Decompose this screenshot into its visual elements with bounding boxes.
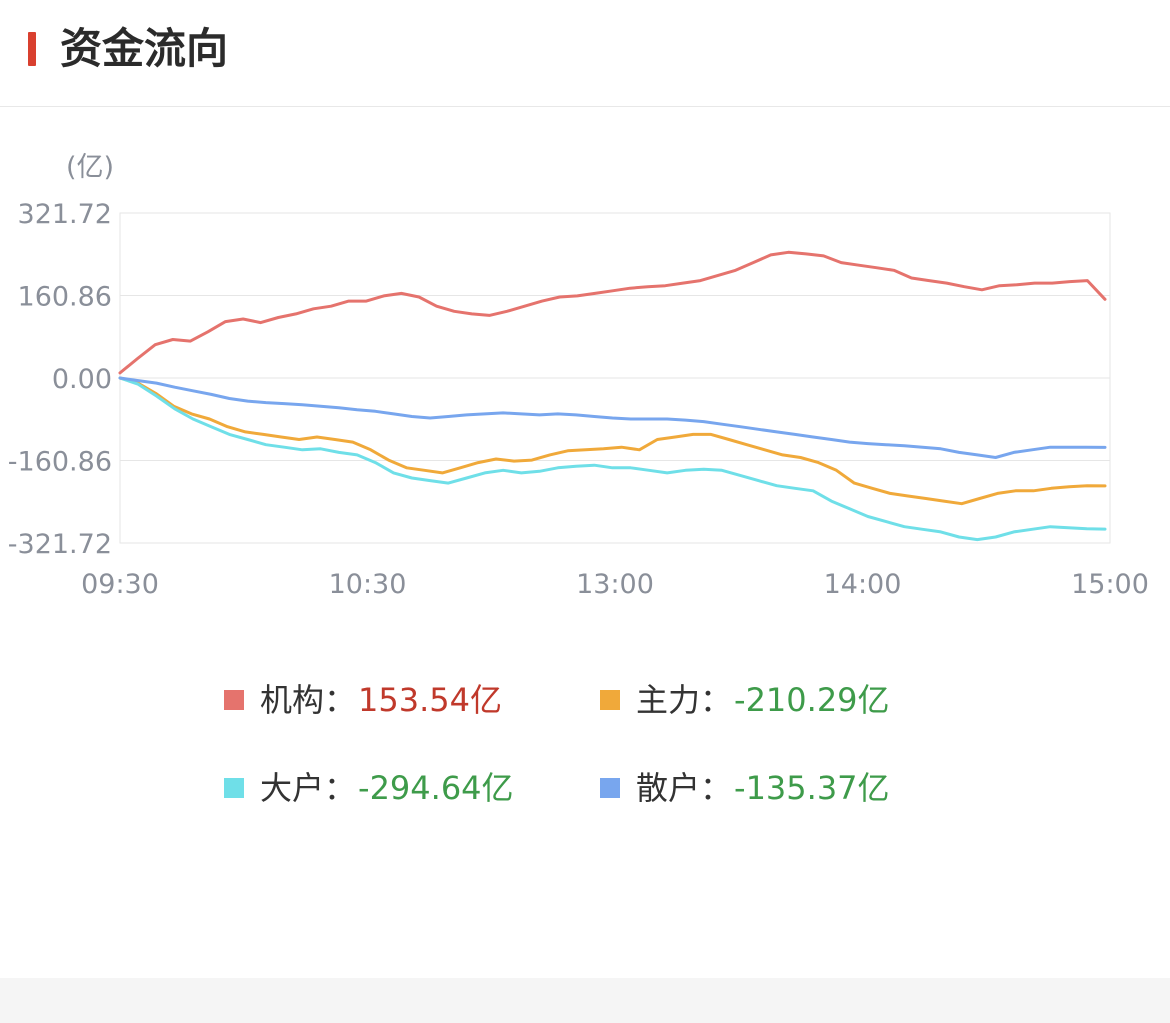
legend-label: 散户：	[636, 769, 733, 807]
legend-label: 主力：	[636, 681, 733, 719]
legend-item-institution: 机构： 153.54亿	[224, 680, 502, 720]
series-line-3	[118, 376, 1107, 459]
series-line-1	[118, 376, 1107, 506]
x-tick-label: 09:30	[81, 569, 159, 600]
legend-value: -294.64亿	[358, 769, 514, 807]
legend-swatch	[224, 690, 244, 710]
x-tick-label: 10:30	[329, 569, 407, 600]
y-unit-label: (亿)	[66, 152, 114, 183]
legend-swatch	[600, 690, 620, 710]
series-line-0	[118, 250, 1107, 375]
legend-label: 机构：	[260, 681, 357, 719]
legend-value: 153.54亿	[358, 681, 502, 719]
legend-item-large-holder: 大户： -294.64亿	[224, 768, 514, 808]
legend-swatch	[224, 778, 244, 798]
y-tick-label: 321.72	[18, 199, 112, 230]
legend-swatch	[600, 778, 620, 798]
page-title: 资金流向	[60, 24, 229, 73]
legend-value: -210.29亿	[734, 681, 890, 719]
footer-strip	[0, 978, 1170, 1023]
y-tick-label: 160.86	[18, 282, 112, 313]
section-header: 资金流向	[0, 0, 1170, 107]
title-accent-bar	[28, 32, 36, 66]
legend-item-main-force: 主力： -210.29亿	[600, 680, 890, 720]
fund-flow-chart: 321.72 160.86 0.00 -160.86 -321.72 (亿) 09:30 10…	[8, 152, 1149, 600]
y-tick-label: 0.00	[52, 364, 112, 395]
y-tick-label: -321.72	[8, 529, 112, 560]
y-tick-label: -160.86	[8, 447, 112, 478]
legend-label: 大户：	[260, 769, 357, 807]
series-line-2	[118, 376, 1107, 542]
legend-value: -135.37亿	[734, 769, 890, 807]
legend-item-retail: 散户： -135.37亿	[600, 768, 890, 808]
x-tick-label: 13:00	[576, 569, 654, 600]
x-tick-label: 14:00	[824, 569, 902, 600]
chart-legend: 机构： 153.54亿 主力： -210.29亿 大户： -294.64亿 散户…	[0, 660, 1170, 820]
x-tick-label: 15:00	[1071, 569, 1149, 600]
